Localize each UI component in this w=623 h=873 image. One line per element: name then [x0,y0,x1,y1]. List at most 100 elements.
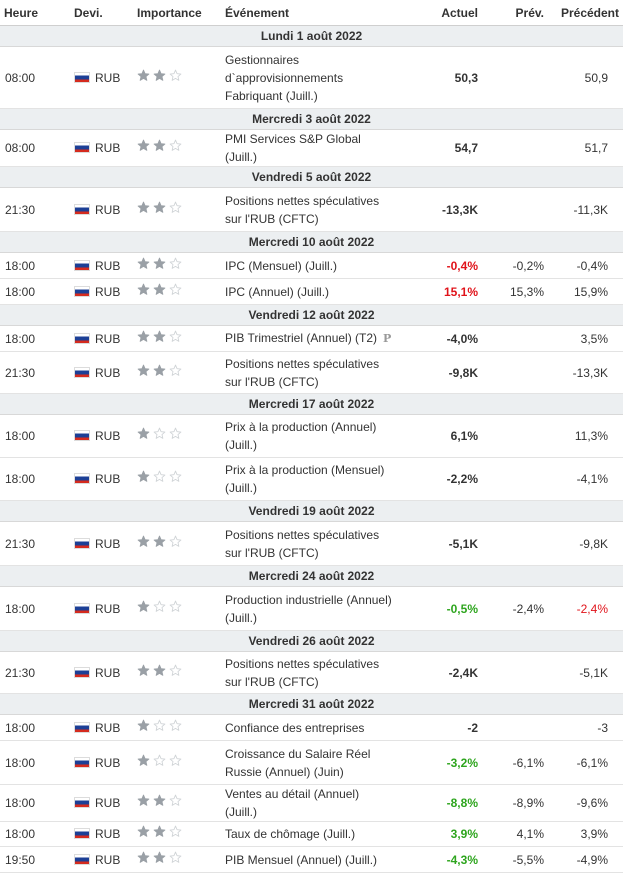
event-name-cell[interactable]: Croissance du Salaire Réel Russie (Annue… [221,740,396,785]
event-row[interactable]: 21:30 RUB Positions nettes spéculatives su… [0,521,623,566]
header-importance[interactable]: Importance [133,0,221,26]
event-row[interactable]: 08:00 RUB PMI Services S&P Global (Juill.)… [0,129,623,167]
event-forecast [482,325,548,352]
event-name-cell[interactable]: Taux de chômage (Juill.) [221,821,396,847]
event-name-cell[interactable]: IPC (Annuel) (Juill.) [221,278,396,305]
day-header-row: Lundi 1 août 2022 [0,25,623,47]
importance-stars [137,330,182,343]
event-previous: 3,5% [548,325,623,352]
event-row[interactable]: 21:30 RUB Positions nettes spéculatives su… [0,351,623,394]
event-previous: 51,7 [548,129,623,167]
event-time: 18:00 [0,740,70,785]
event-row[interactable]: 08:00 RUB Gestionnaires d`approvisionnemen… [0,46,623,109]
event-name[interactable]: Confiance des entreprises [225,720,365,735]
event-row[interactable]: 18:00 RUB Croissance du Salaire Réel Russi… [0,740,623,785]
day-label: Vendredi 19 août 2022 [0,500,623,522]
russia-flag-icon [74,285,90,297]
star-filled-icon [137,470,150,482]
event-name-cell[interactable]: Production industrielle (Annuel) (Juill.… [221,586,396,631]
event-forecast: 15,3% [482,278,548,305]
event-name[interactable]: Positions nettes spéculatives sur l'RUB … [225,193,380,226]
event-name-cell[interactable]: Ventes au détail (Annuel) (Juill.) [221,784,396,822]
event-name-cell[interactable]: Prix à la production (Annuel) (Juill.) [221,414,396,458]
event-name[interactable]: PIB Trimestriel (Annuel) (T2) [225,331,378,345]
event-row[interactable]: 18:00 RUB Prix à la production (Annuel) (J… [0,414,623,458]
day-header-row: Mercredi 10 août 2022 [0,231,623,253]
header-forecast[interactable]: Prév. [482,0,548,26]
event-previous: -4,1% [548,457,623,501]
event-name-cell[interactable]: Positions nettes spéculatives sur l'RUB … [221,187,396,232]
event-row[interactable]: 18:00 RUB Taux de chômage (Juill.) 3,9% 4,1%… [0,821,623,847]
event-time: 18:00 [0,714,70,741]
event-row[interactable]: 19:50 RUB PIB Mensuel (Annuel) (Juill.) -4,… [0,846,623,873]
event-time: 18:00 [0,325,70,352]
event-previous: -9,8K [548,521,623,566]
event-row[interactable]: 18:00 RUB Production industrielle (Annuel)… [0,586,623,631]
event-name[interactable]: Ventes au détail (Annuel) (Juill.) [225,787,360,819]
day-label: Mercredi 24 août 2022 [0,565,623,587]
importance-stars [137,201,182,214]
day-label: Lundi 1 août 2022 [0,25,623,47]
russia-flag-icon [74,721,90,733]
event-row[interactable]: 21:30 RUB Positions nettes spéculatives su… [0,651,623,694]
header-time[interactable]: Heure [0,0,70,26]
event-name[interactable]: Positions nettes spéculatives sur l'RUB … [225,527,380,560]
event-name-cell[interactable]: Gestionnaires d`approvisionnements Fabri… [221,46,396,109]
event-name[interactable]: Positions nettes spéculatives sur l'RUB … [225,656,380,689]
event-name-cell[interactable]: PIB Trimestriel (Annuel) (T2) P [221,325,396,352]
star-empty-icon [153,427,166,439]
event-name[interactable]: Croissance du Salaire Réel Russie (Annue… [225,746,371,779]
day-header-row: Mercredi 24 août 2022 [0,565,623,587]
event-name[interactable]: Gestionnaires d`approvisionnements Fabri… [225,52,344,103]
event-forecast [482,457,548,501]
event-name[interactable]: Production industrielle (Annuel) (Juill.… [225,592,392,625]
event-row[interactable]: 18:00 RUB PIB Trimestriel (Annuel) (T2) P -4… [0,325,623,352]
header-previous[interactable]: Précédent [548,0,623,26]
importance-stars [137,427,182,440]
event-actual: 54,7 [396,129,482,167]
event-name-cell[interactable]: PMI Services S&P Global (Juill.) [221,129,396,167]
event-row[interactable]: 18:00 RUB Prix à la production (Mensuel) (… [0,457,623,501]
star-filled-icon [153,257,166,269]
day-header-row: Mercredi 3 août 2022 [0,108,623,130]
event-row[interactable]: 21:30 RUB Positions nettes spéculatives su… [0,187,623,232]
event-name[interactable]: Taux de chômage (Juill.) [225,827,356,841]
star-filled-icon [137,427,150,439]
event-name[interactable]: Prix à la production (Annuel) (Juill.) [225,420,377,452]
russia-flag-icon [74,666,90,678]
header-actual[interactable]: Actuel [396,0,482,26]
event-row[interactable]: 18:00 RUB Confiance des entreprises -2 -3 [0,714,623,741]
event-importance [133,586,221,631]
event-name[interactable]: Prix à la production (Mensuel) (Juill.) [225,463,385,495]
event-name[interactable]: PMI Services S&P Global (Juill.) [225,132,361,164]
preliminary-badge: P [383,332,392,345]
event-name-cell[interactable]: Positions nettes spéculatives sur l'RUB … [221,651,396,694]
event-forecast: -6,1% [482,740,548,785]
event-forecast [482,651,548,694]
event-row[interactable]: 18:00 RUB Ventes au détail (Annuel) (Juill… [0,784,623,822]
event-row[interactable]: 18:00 RUB IPC (Annuel) (Juill.) 15,1% 15,3% 1… [0,278,623,305]
event-currency: RUB [95,601,121,616]
event-name[interactable]: IPC (Annuel) (Juill.) [225,284,330,299]
header-currency[interactable]: Devi. [70,0,133,26]
event-name[interactable]: IPC (Mensuel) (Juill.) [225,258,338,273]
event-name[interactable]: PIB Mensuel (Annuel) (Juill.) [225,852,378,867]
event-currency: RUB [95,472,121,486]
event-name-cell[interactable]: PIB Mensuel (Annuel) (Juill.) [221,846,396,873]
event-name-cell[interactable]: IPC (Mensuel) (Juill.) [221,252,396,279]
star-filled-icon [137,719,150,731]
event-currency: RUB [95,365,121,380]
event-time: 18:00 [0,784,70,822]
event-row[interactable]: 18:00 RUB IPC (Mensuel) (Juill.) -0,4% -0,2%… [0,252,623,279]
event-actual: -4,0% [396,325,482,352]
russia-flag-icon [74,259,90,271]
event-currency: RUB [95,755,121,770]
event-forecast [482,46,548,109]
event-name-cell[interactable]: Positions nettes spéculatives sur l'RUB … [221,351,396,394]
event-name-cell[interactable]: Confiance des entreprises [221,714,396,741]
event-name-cell[interactable]: Positions nettes spéculatives sur l'RUB … [221,521,396,566]
header-event[interactable]: Événement [221,0,396,26]
event-name-cell[interactable]: Prix à la production (Mensuel) (Juill.) [221,457,396,501]
event-importance [133,278,221,305]
event-name[interactable]: Positions nettes spéculatives sur l'RUB … [225,356,380,389]
